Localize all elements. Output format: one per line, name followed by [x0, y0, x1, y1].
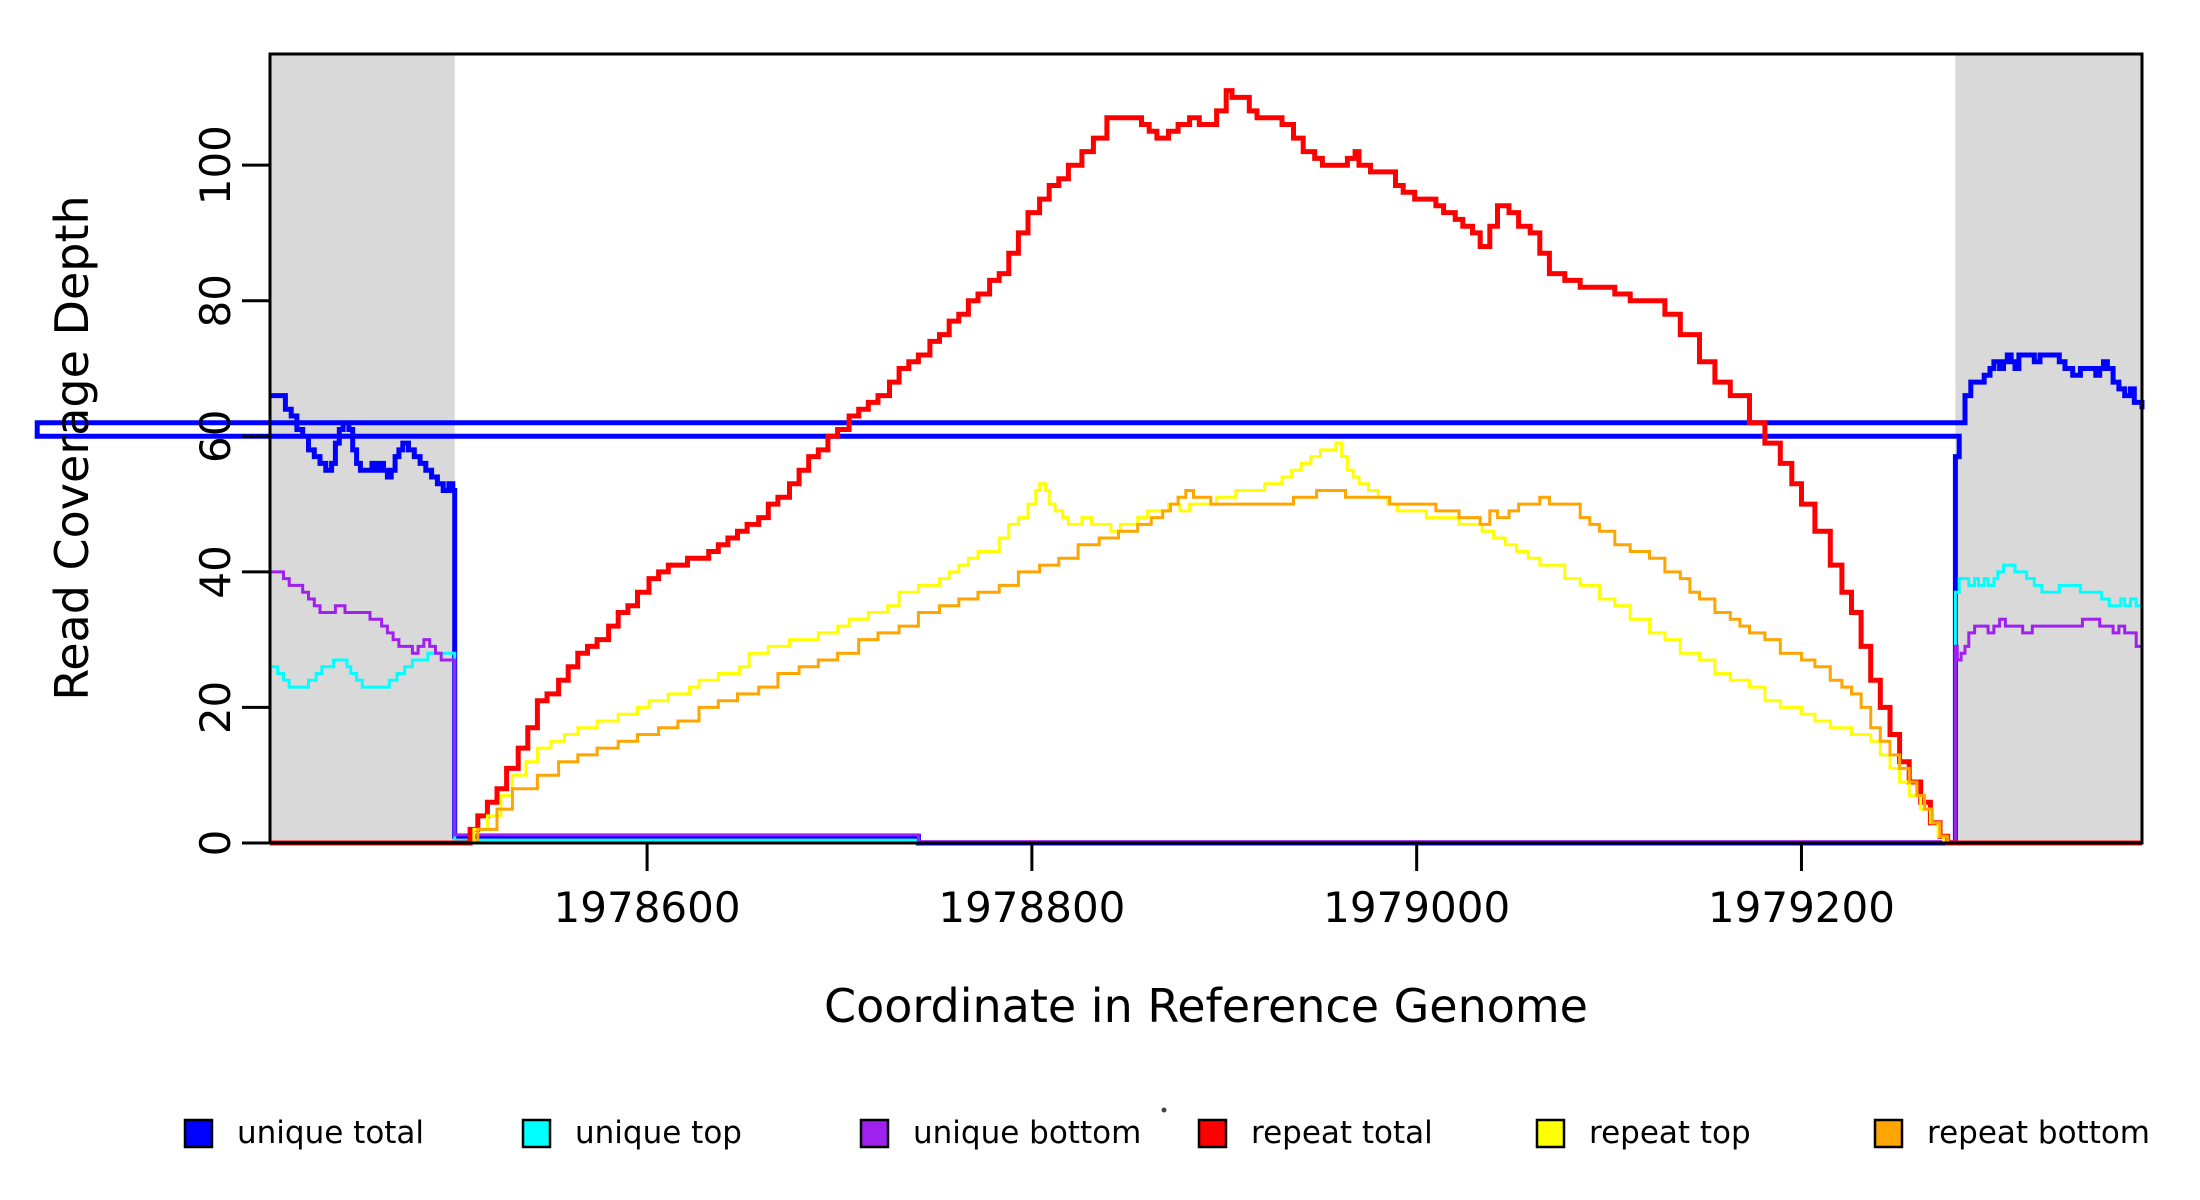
legend-swatch-repeat-total [1197, 1118, 1228, 1149]
y-tick-label-40: 40 [191, 545, 240, 598]
plot-border [268, 52, 2144, 845]
y-axis-title: Read Coverage Depth [45, 195, 99, 700]
legend-label-repeat-bottom: repeat bottom [1927, 1115, 2150, 1151]
y-tick-label-60: 60 [191, 410, 240, 463]
series-repeat-bottom [270, 489, 2142, 845]
shaded-region-right-flank [1955, 54, 2142, 843]
legend-label-repeat-top: repeat top [1589, 1115, 1751, 1151]
legend-label-repeat-total: repeat total [1251, 1115, 1433, 1151]
shaded-region-left-flank [270, 54, 455, 843]
x-axis-title: Coordinate in Reference Genome [824, 979, 1588, 1033]
y-tick-label-0: 0 [191, 830, 240, 857]
legend-label-unique-bottom: unique bottom [913, 1115, 1141, 1151]
legend-label-unique-total: unique total [237, 1115, 424, 1151]
y-tick-label-100: 100 [191, 125, 240, 205]
x-tick-label-1979200: 1979200 [1708, 883, 1895, 932]
series-repeat-total [270, 88, 2142, 846]
legend-swatch-unique-bottom [859, 1118, 890, 1149]
legend-swatch-repeat-top [1535, 1118, 1566, 1149]
stray-dot [1161, 1107, 1167, 1113]
y-tick-label-20: 20 [191, 681, 240, 734]
legend-swatch-unique-top [521, 1118, 552, 1149]
x-tick-label-1978600: 1978600 [554, 883, 741, 932]
plot-dynamic-layer: 1978600 1978800 1979000 1979200 0 20 40 60 80 100… [34, 52, 2150, 1151]
y-tick-label-80: 80 [191, 274, 240, 327]
series-unique-bottom [270, 570, 2144, 844]
legend-swatch-unique-total [183, 1118, 214, 1149]
series-unique-top [270, 563, 2142, 845]
legend-swatch-repeat-bottom [1873, 1118, 1904, 1149]
x-tick-label-1979000: 1979000 [1323, 883, 1510, 932]
series-unique-total [34, 352, 2145, 846]
x-tick-label-1978800: 1978800 [938, 883, 1125, 932]
legend-label-unique-top: unique top [575, 1115, 742, 1151]
